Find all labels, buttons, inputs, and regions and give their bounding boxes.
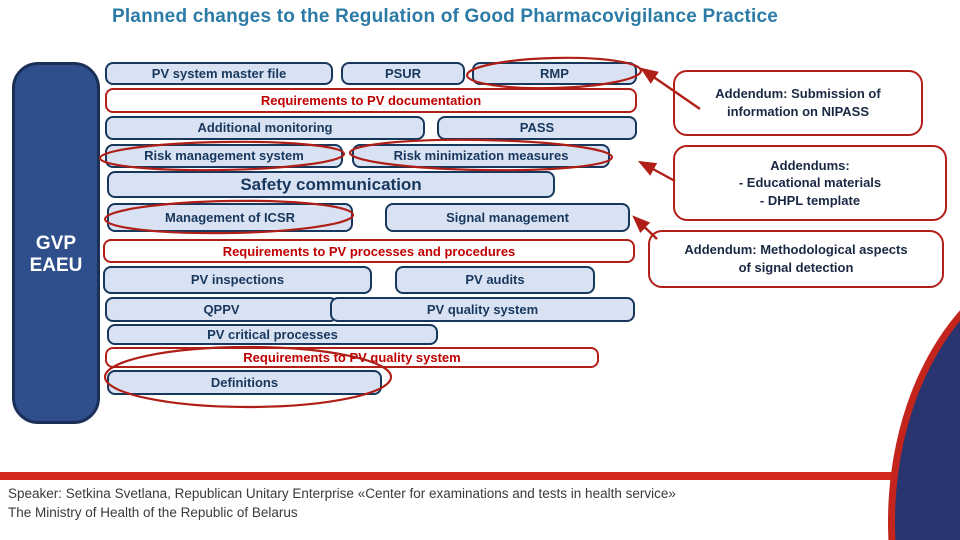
callout-addendums-educational-dhpl: Addendums: - Educational materials - DHP… (673, 145, 947, 221)
box-requirements-pv-documentation: Requirements to PV documentation (105, 88, 637, 113)
box-pv-audits: PV audits (395, 266, 595, 294)
callout-signal-detection-addendum: Addendum: Methodological aspects of sign… (648, 230, 944, 288)
box-qppv: QPPV (105, 297, 338, 322)
box-pv-inspections: PV inspections (103, 266, 372, 294)
box-risk-minimization-measures: Risk minimization measures (352, 144, 610, 168)
box-additional-monitoring: Additional monitoring (105, 116, 425, 140)
speaker-line: Speaker: Setkina Svetlana, Republican Un… (8, 486, 676, 501)
box-management-of-icsr: Management of ICSR (107, 203, 353, 232)
box-safety-communication: Safety communication (107, 171, 555, 198)
box-pass: PASS (437, 116, 637, 140)
sidebar-label: GVP EAEU (30, 233, 83, 277)
box-requirements-pv-processes: Requirements to PV processes and procedu… (103, 239, 635, 263)
slide-title: Planned changes to the Regulation of Goo… (111, 6, 779, 27)
gvp-eaeu-sidebar: GVP EAEU (12, 62, 100, 424)
box-pv-critical-processes: PV critical processes (107, 324, 438, 345)
box-psur: PSUR (341, 62, 465, 85)
bottom-red-bar (0, 472, 912, 480)
box-risk-management-system: Risk management system (105, 144, 343, 168)
callout-nipass-addendum: Addendum: Submission of information on N… (673, 70, 923, 136)
box-rmp: RMP (472, 62, 637, 85)
sidebar-label-line1: GVP (35, 233, 77, 254)
box-definitions: Definitions (107, 370, 382, 395)
box-pv-system-master-file: PV system master file (105, 62, 333, 85)
sidebar-label-line2: EAEU (29, 255, 83, 276)
corner-circle-decoration (888, 252, 960, 540)
box-pv-quality-system: PV quality system (330, 297, 635, 322)
speaker-footer: Speaker: Setkina Svetlana, Republican Un… (8, 484, 888, 522)
box-signal-management: Signal management (385, 203, 630, 232)
box-requirements-pv-quality-system: Requirements to PV quality system (105, 347, 599, 368)
arrow-addendums-to-risk-minimization (637, 160, 676, 183)
ministry-line: The Ministry of Health of the Republic o… (8, 505, 298, 520)
